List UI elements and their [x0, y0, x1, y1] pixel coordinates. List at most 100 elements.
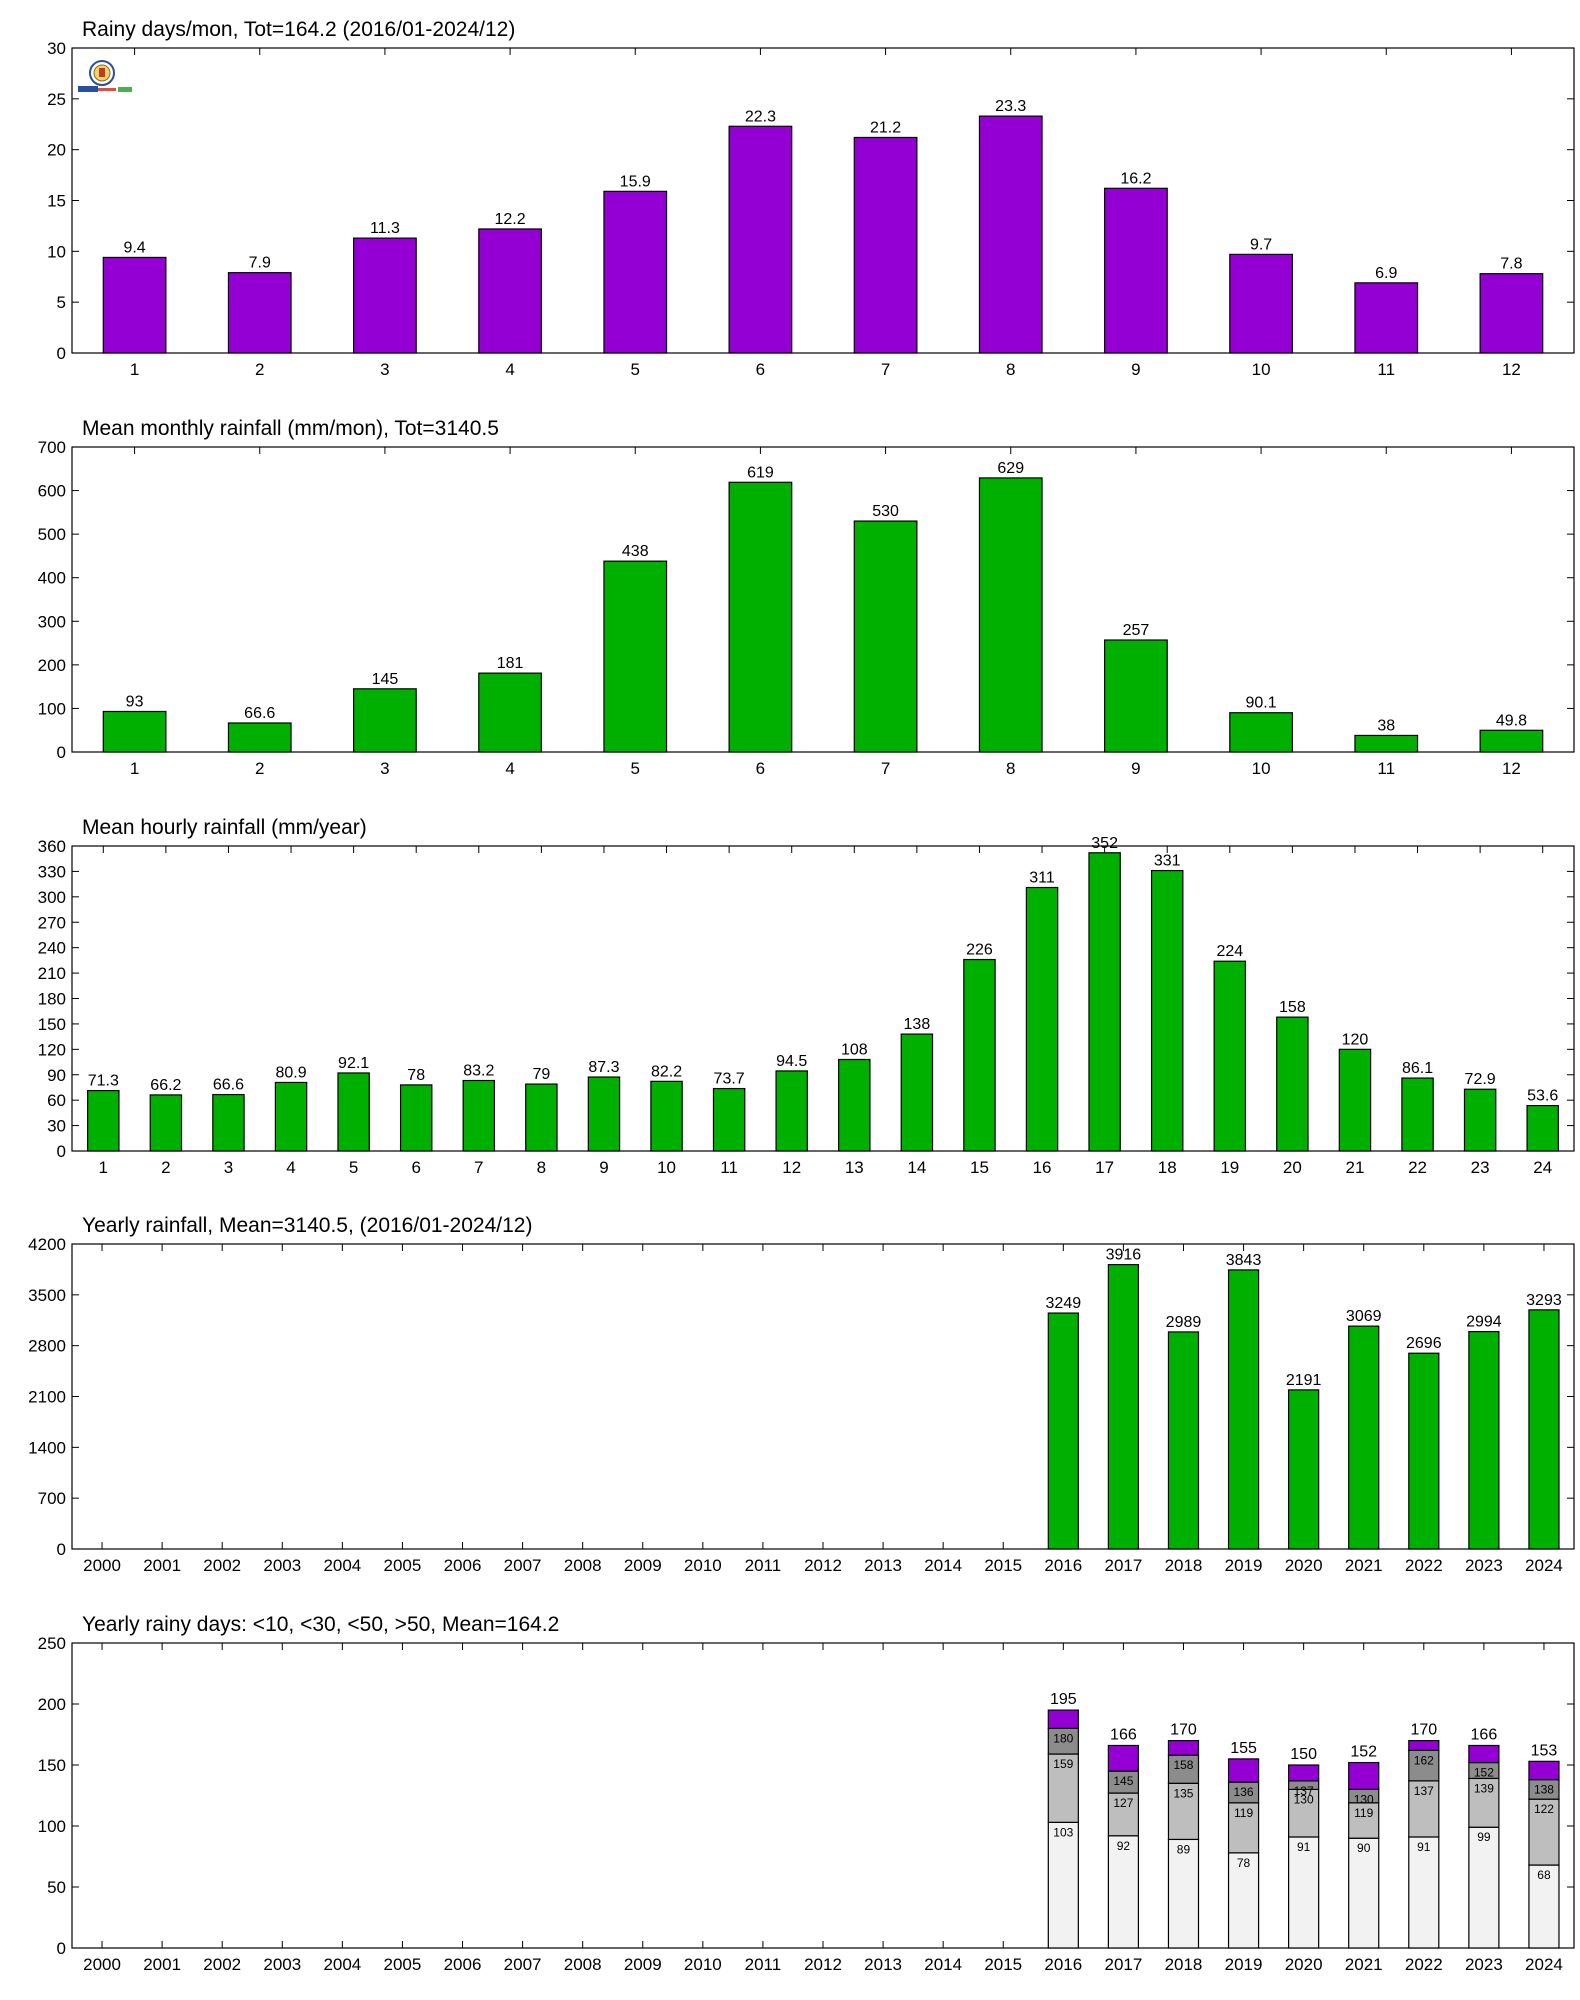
x-tick-label: 2019 [1225, 1955, 1263, 1974]
chart-title-2: Mean monthly rainfall (mm/mon), Tot=3140… [82, 417, 499, 440]
bar [1348, 1325, 1380, 1550]
y-tick-label: 700 [38, 1489, 66, 1508]
bar [1025, 886, 1059, 1152]
segment-label: 130 [1354, 1792, 1374, 1806]
data-label: 619 [747, 464, 774, 481]
chart-title-4: Yearly rainfall, Mean=3140.5, (2016/01-2… [82, 1214, 532, 1237]
x-tick-label: 12 [782, 1158, 801, 1177]
bar [1047, 1312, 1079, 1550]
lab-logo-icon [78, 58, 134, 104]
x-tick-label: 4 [286, 1158, 295, 1177]
bar [227, 272, 292, 354]
segment-lt10 [1528, 1864, 1560, 1949]
data-label: 21.2 [870, 119, 901, 136]
x-tick-label: 3 [380, 360, 389, 379]
x-tick-label: 2002 [203, 1955, 241, 1974]
x-tick-label: 2007 [504, 1955, 542, 1974]
segment-lt30 [1528, 1798, 1560, 1866]
y-tick-label: 200 [38, 656, 66, 675]
segment-lt10 [1107, 1835, 1140, 1949]
data-label: 158 [1279, 999, 1306, 1016]
bar [900, 1033, 934, 1152]
data-label: 93 [126, 693, 144, 710]
y-tick-label: 0 [57, 1142, 66, 1161]
data-label: 83.2 [463, 1063, 494, 1080]
y-tick-label: 0 [57, 743, 66, 762]
data-label: 226 [966, 942, 993, 959]
y-tick-label: 4200 [28, 1235, 66, 1254]
bar [1528, 1309, 1560, 1550]
data-label: 23.3 [995, 98, 1026, 115]
data-label: 80.9 [275, 1064, 306, 1081]
segment-lt30 [1047, 1753, 1079, 1823]
x-tick-label: 1 [99, 1158, 108, 1177]
bar [353, 688, 417, 753]
total-label: 170 [1410, 1722, 1437, 1739]
y-tick-label: 3500 [28, 1286, 66, 1305]
x-tick-label: 2 [255, 759, 264, 778]
x-tick-label: 3 [380, 759, 389, 778]
data-label: 78 [407, 1067, 425, 1084]
data-label: 145 [372, 671, 399, 688]
data-label: 352 [1091, 835, 1118, 852]
x-tick-label: 2001 [143, 1955, 181, 1974]
bar [478, 672, 542, 753]
segment-lt30 [1288, 1788, 1320, 1838]
data-label: 530 [872, 503, 899, 520]
y-tick-label: 150 [38, 1756, 66, 1775]
x-tick-label: 2020 [1285, 1556, 1323, 1575]
x-tick-label: 6 [756, 360, 765, 379]
segment-label: 103 [1053, 1825, 1073, 1839]
data-label: 66.6 [213, 1077, 244, 1094]
x-tick-label: 2020 [1285, 1955, 1323, 1974]
x-tick-label: 5 [631, 759, 640, 778]
y-tick-label: 0 [57, 1540, 66, 1559]
bar [1104, 187, 1168, 354]
x-tick-label: 21 [1345, 1158, 1364, 1177]
x-tick-label: 2017 [1104, 1556, 1142, 1575]
segment-gt50 [1288, 1764, 1320, 1782]
x-tick-label: 2018 [1165, 1955, 1203, 1974]
bar [1526, 1104, 1559, 1152]
y-tick-label: 25 [47, 90, 66, 109]
y-tick-label: 0 [57, 1939, 66, 1958]
x-tick-label: 2014 [924, 1955, 962, 1974]
data-label: 108 [841, 1042, 868, 1059]
x-tick-label: 14 [907, 1158, 926, 1177]
x-tick-label: 2021 [1345, 1955, 1383, 1974]
x-tick-label: 9 [1131, 360, 1140, 379]
data-label: 22.3 [745, 108, 776, 125]
segment-label: 119 [1234, 1806, 1253, 1820]
bar [1468, 1330, 1500, 1550]
bar [1354, 282, 1419, 354]
bar [1288, 1389, 1320, 1550]
segment-label: 127 [1113, 1796, 1133, 1810]
bar [1401, 1077, 1434, 1152]
x-tick-label: 8 [537, 1158, 546, 1177]
bar [587, 1076, 621, 1152]
x-tick-label: 10 [657, 1158, 676, 1177]
segment-lt10 [1408, 1836, 1440, 1949]
segment-lt10 [1227, 1852, 1260, 1949]
x-tick-label: 2001 [143, 1556, 181, 1575]
x-tick-label: 2009 [624, 1556, 662, 1575]
y-tick-label: 250 [38, 1634, 66, 1653]
bar [838, 1058, 871, 1152]
segment-label: 152 [1474, 1766, 1494, 1780]
data-label: 257 [1123, 622, 1150, 639]
x-tick-label: 2016 [1044, 1556, 1082, 1575]
bar [1354, 734, 1419, 753]
y-tick-label: 1400 [28, 1438, 66, 1457]
data-label: 438 [622, 543, 649, 560]
data-label: 49.8 [1496, 712, 1527, 729]
y-tick-label: 210 [38, 964, 66, 983]
data-label: 9.7 [1250, 236, 1272, 253]
x-tick-label: 2008 [564, 1556, 602, 1575]
bar [102, 256, 167, 354]
x-tick-label: 2011 [745, 1556, 782, 1575]
x-tick-label: 2024 [1525, 1955, 1563, 1974]
data-label: 3249 [1046, 1295, 1082, 1312]
bar [1167, 1331, 1200, 1550]
